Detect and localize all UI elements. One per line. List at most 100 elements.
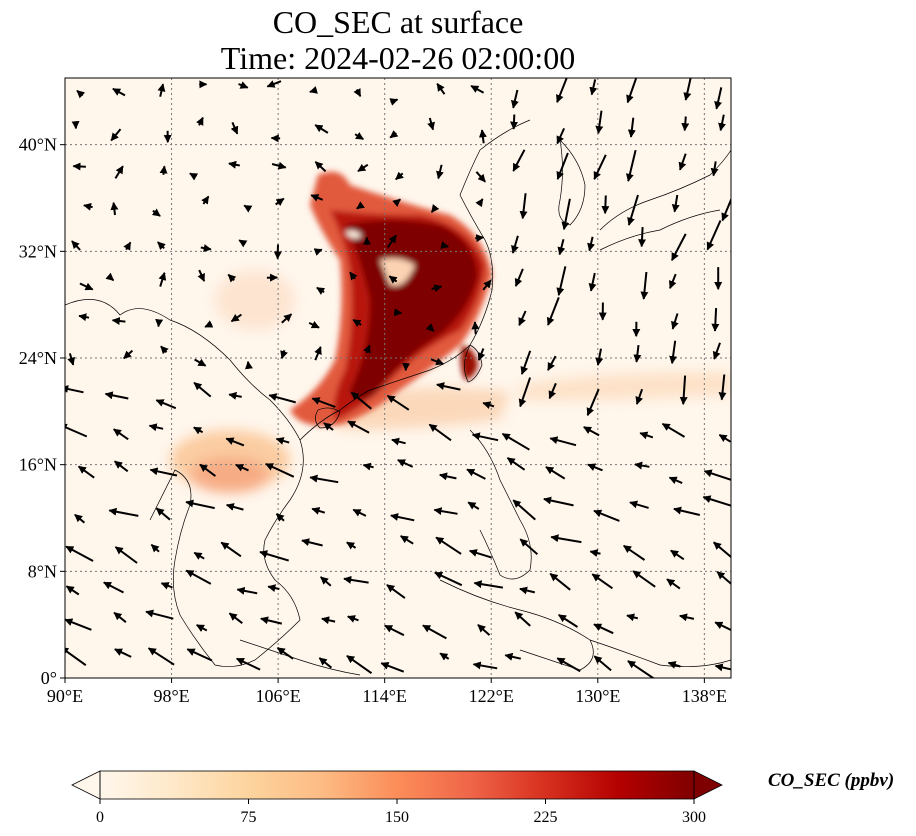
colorbar: 0 75 150 225 300 [71, 770, 723, 826]
wind-arrow [514, 611, 531, 627]
wind-arrow [388, 275, 398, 284]
wind-arrow [193, 551, 205, 560]
wind-arrow [157, 83, 166, 97]
wind-arrow [386, 584, 406, 599]
wind-arrow [311, 507, 326, 515]
wind-arrow [477, 348, 486, 361]
wind-arrow [425, 323, 435, 332]
wind-arrow [356, 201, 365, 210]
lat-tick-label: 24°N [19, 348, 57, 368]
wind-arrow [201, 195, 210, 205]
wind-arrow [547, 355, 557, 371]
wind-arrow [593, 655, 612, 672]
wind-arrow [114, 460, 129, 473]
wind-arrow [189, 172, 199, 181]
map-frame [64, 77, 732, 679]
wind-arrow [400, 535, 414, 545]
wind-arrow [105, 272, 115, 282]
wind-arrow [714, 663, 731, 672]
wind-arrow [228, 612, 243, 624]
wind-arrow [195, 624, 208, 632]
wind-arrow [556, 78, 568, 103]
wind-arrow [343, 575, 369, 584]
wind-arrow [639, 431, 654, 440]
wind-arrow [71, 240, 81, 251]
wind-arrow [321, 616, 336, 625]
wind-arrow [311, 397, 336, 408]
wind-arrow [123, 241, 132, 251]
wind-arrow [671, 313, 679, 330]
wind-arrow [235, 463, 249, 472]
wind-arrow [65, 618, 92, 631]
wind-arrow [712, 342, 721, 360]
colorbar-label: CO_SEC (ppbv) [768, 770, 895, 791]
wind-arrow [113, 611, 127, 623]
wind-arrow [440, 241, 450, 249]
wind-arrow [244, 360, 253, 370]
wind-arrow [702, 495, 731, 507]
wind-arrow [430, 204, 440, 213]
wind-arrow [710, 161, 719, 177]
wind-arrow [362, 462, 374, 471]
wind-arrow [265, 462, 295, 478]
wind-arrow [314, 124, 329, 134]
wind-arrow [380, 662, 405, 673]
wind-arrow [276, 646, 294, 660]
wind-arrow [681, 116, 690, 132]
wind-arrow [352, 318, 362, 328]
wind-arrow [475, 234, 485, 243]
wind-arrow [350, 391, 372, 410]
wind-arrow [546, 297, 560, 326]
wind-arrow [436, 83, 446, 95]
wind-arrow [104, 391, 129, 400]
wind-arrow [626, 78, 638, 104]
wind-arrow [386, 394, 410, 411]
colorbar-extend-min [71, 770, 101, 800]
wind-arrow [65, 423, 88, 438]
wind-arrow [673, 506, 701, 516]
wind-arrow [160, 345, 169, 355]
wind-arrow [225, 503, 244, 511]
wind-arrow [635, 388, 644, 405]
wind-arrow [548, 382, 557, 400]
wind-arrow [353, 88, 362, 98]
wind-arrow [512, 149, 526, 172]
wind-arrow [65, 545, 94, 562]
lat-tick-label: 0° [41, 668, 57, 688]
gridlines [65, 78, 731, 678]
wind-arrow [230, 122, 239, 135]
wind-arrow [518, 310, 527, 327]
wind-arrow [347, 615, 359, 623]
wind-arrow [510, 89, 519, 109]
wind-arrow [556, 266, 567, 296]
wind-arrow [593, 509, 620, 522]
wind-arrow [514, 268, 524, 287]
wind-arrow [519, 193, 528, 220]
wind-arrow [671, 194, 680, 213]
lon-tick-label: 106°E [256, 686, 301, 706]
map-title: CO_SEC at surface [272, 4, 524, 40]
wind-arrow [108, 507, 139, 517]
wind-arrow [473, 580, 504, 589]
wind-arrow [679, 375, 688, 405]
wind-arrow [236, 586, 258, 595]
wind-arrow [318, 657, 333, 669]
wind-arrow [275, 437, 290, 445]
wind-arrow [467, 501, 480, 510]
wind-arrow [393, 308, 403, 317]
wind-arrow [711, 308, 720, 332]
wind-arrow [320, 576, 332, 587]
wind-arrow [466, 468, 486, 480]
wind-arrow [519, 586, 536, 595]
wind-arrow [309, 474, 339, 484]
wind-arrow [155, 399, 177, 410]
wind-arrow [510, 114, 518, 130]
colorbar-tick-label: 75 [241, 809, 257, 826]
lon-tick-label: 114°E [362, 686, 407, 706]
wind-arrow [468, 549, 492, 559]
wind-arrow [193, 381, 212, 398]
latitude-axis: 0° 8°N 16°N 24°N 32°N 40°N [19, 135, 65, 688]
wind-arrow [230, 313, 242, 323]
colorbar-gradient [100, 771, 694, 799]
wind-arrow [395, 171, 404, 181]
